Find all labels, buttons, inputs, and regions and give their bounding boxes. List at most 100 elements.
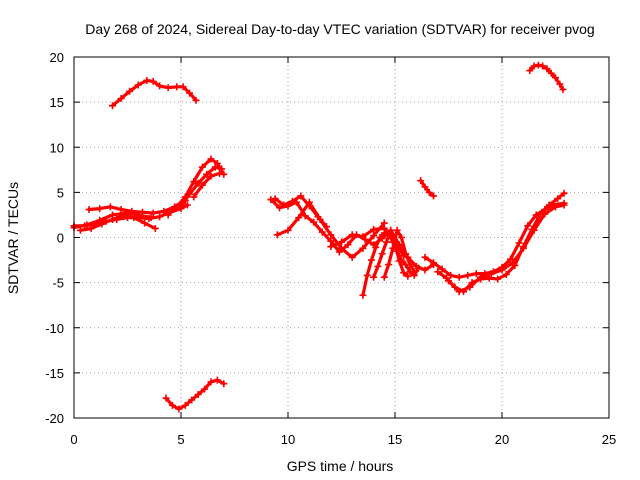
- data-point: [515, 239, 523, 247]
- series-line: [87, 198, 187, 215]
- data-point: [207, 172, 215, 180]
- y-tick-label: -5: [52, 276, 64, 291]
- data-point: [547, 69, 555, 77]
- data-point: [288, 197, 296, 205]
- series-track-4: [417, 177, 438, 200]
- x-tick-label: 20: [495, 432, 509, 447]
- data-point: [179, 83, 187, 91]
- data-point: [314, 213, 322, 221]
- data-point: [494, 275, 502, 283]
- data-point: [134, 211, 142, 219]
- data-point: [220, 380, 228, 388]
- data-point: [556, 80, 564, 88]
- data-point: [96, 216, 104, 224]
- data-point: [275, 204, 283, 212]
- data-point: [318, 228, 326, 236]
- data-point: [198, 163, 206, 171]
- data-point: [177, 202, 185, 210]
- data-point: [96, 205, 104, 213]
- data-point: [160, 207, 168, 215]
- axis-ticks: 0 5 10 15 20 25 -20 -15 -10 -5 0 5 10 15 20: [45, 50, 616, 447]
- data-point: [323, 223, 331, 231]
- data-point: [502, 271, 510, 279]
- data-point: [188, 396, 196, 404]
- data-point: [554, 195, 562, 203]
- data-point: [455, 288, 463, 296]
- data-point: [310, 218, 318, 226]
- data-point: [359, 233, 367, 241]
- data-point: [284, 226, 292, 234]
- data-point: [338, 244, 345, 252]
- data-point: [76, 226, 84, 234]
- data-point: [477, 273, 485, 281]
- y-tick-label: 15: [50, 95, 64, 110]
- data-point: [363, 271, 371, 279]
- data-point: [207, 378, 215, 386]
- data-point: [464, 271, 472, 279]
- data-point: [335, 248, 343, 256]
- data-point: [530, 226, 538, 234]
- data-point: [417, 177, 425, 185]
- data-point: [207, 155, 215, 163]
- data-point: [434, 268, 442, 276]
- data-point: [194, 391, 202, 399]
- data-point: [359, 244, 367, 252]
- data-point: [380, 229, 388, 237]
- data-point: [164, 211, 172, 219]
- data-point: [415, 264, 423, 272]
- data-point: [389, 244, 397, 252]
- data-point: [201, 385, 209, 393]
- data-point: [271, 195, 279, 203]
- data-point: [198, 181, 206, 189]
- data-point: [338, 238, 345, 246]
- data-point: [186, 89, 194, 97]
- data-point: [173, 203, 181, 211]
- series-track-10: [177, 163, 226, 210]
- data-point: [149, 209, 157, 217]
- data-point: [156, 82, 164, 90]
- x-tick-label: 5: [177, 432, 184, 447]
- data-point: [438, 265, 446, 273]
- data-point: [175, 405, 183, 413]
- data-point: [447, 271, 455, 279]
- series-line: [192, 171, 222, 199]
- data-point: [560, 201, 568, 209]
- data-point: [560, 189, 568, 197]
- data-point: [472, 270, 480, 278]
- data-point: [370, 232, 378, 240]
- data-point: [372, 243, 380, 251]
- data-point: [421, 266, 429, 274]
- x-tick-label: 0: [70, 432, 77, 447]
- data-point: [216, 169, 224, 177]
- data-point: [280, 201, 288, 209]
- x-tick-label: 15: [388, 432, 402, 447]
- data-point: [374, 262, 382, 270]
- data-point: [213, 376, 221, 384]
- data-point: [539, 62, 547, 70]
- data-point: [455, 273, 463, 281]
- data-point: [430, 259, 438, 267]
- data-point: [173, 83, 181, 91]
- data-point: [376, 234, 384, 241]
- data-point: [327, 243, 335, 251]
- data-point: [162, 394, 170, 402]
- data-point: [295, 214, 303, 222]
- chart-title: Day 268 of 2024, Sidereal Day-to-day VTE…: [85, 21, 594, 37]
- data-point: [190, 178, 198, 186]
- x-axis-label: GPS time / hours: [287, 458, 394, 474]
- data-point: [370, 225, 378, 233]
- series-track-11: [190, 169, 224, 201]
- data-point: [164, 84, 172, 92]
- data-point: [380, 273, 388, 281]
- data-point: [421, 253, 429, 261]
- series-line: [446, 203, 566, 294]
- data-point: [203, 170, 211, 178]
- data-point: [552, 203, 559, 211]
- y-tick-label: 0: [57, 231, 64, 246]
- data-point: [545, 201, 553, 209]
- data-point: [98, 220, 106, 228]
- data-point: [109, 211, 117, 219]
- data-point: [530, 62, 538, 70]
- data-point: [143, 76, 151, 84]
